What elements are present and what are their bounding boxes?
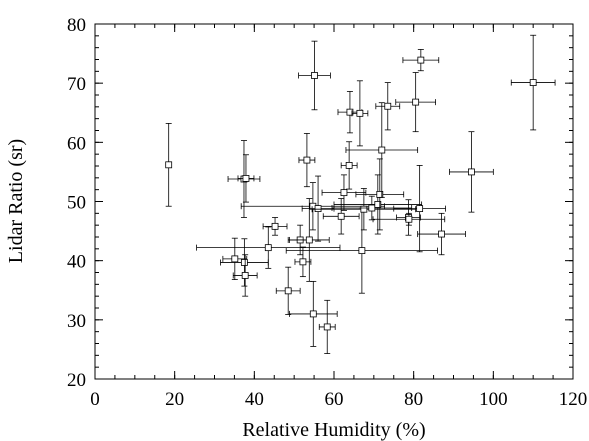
square-marker (284, 287, 292, 295)
y-axis-label: Lidar Ratio (sr) (5, 139, 27, 263)
square-marker (356, 109, 364, 117)
x-tick-label: 20 (165, 389, 184, 410)
y-tick-label: 50 (67, 193, 86, 214)
square-marker (405, 215, 413, 223)
x-tick-label: 40 (245, 389, 264, 410)
y-tick-label: 70 (67, 74, 86, 95)
square-marker (264, 244, 272, 252)
square-marker (271, 222, 279, 230)
square-marker (241, 272, 249, 279)
data-point (311, 188, 417, 231)
data-point (322, 198, 360, 235)
y-tick-label: 60 (67, 133, 86, 154)
y-tick-label: 30 (67, 311, 86, 332)
data-point (237, 154, 255, 203)
square-marker (231, 255, 239, 263)
data-point (285, 207, 438, 294)
data-point (393, 165, 446, 253)
data-point (449, 131, 494, 213)
data-points (165, 34, 556, 354)
data-point (510, 34, 556, 131)
square-marker (309, 310, 317, 318)
square-marker (311, 72, 318, 79)
square-marker (417, 56, 425, 64)
square-marker (378, 146, 386, 154)
data-point (165, 123, 173, 207)
x-tick-labels: 0 20 40 60 80 100 120 (90, 389, 587, 410)
data-point (331, 195, 413, 221)
data-point (395, 72, 436, 133)
square-marker (374, 201, 382, 208)
data-point (345, 102, 419, 198)
y-tick-labels: 20 30 40 50 60 70 80 (67, 15, 86, 391)
x-tick-label: 100 (479, 389, 508, 410)
data-point (301, 175, 335, 242)
square-marker (303, 156, 311, 164)
y-tick-label: 80 (67, 15, 86, 36)
data-point (294, 246, 312, 278)
data-point (318, 299, 336, 354)
square-marker (340, 189, 348, 197)
square-marker (416, 205, 424, 213)
data-point (375, 82, 401, 131)
data-point (417, 212, 466, 256)
square-marker (358, 247, 366, 255)
data-point (220, 238, 269, 287)
data-point (298, 40, 331, 111)
square-marker (384, 102, 392, 110)
y-tick-label: 20 (67, 370, 86, 391)
square-marker (468, 168, 475, 176)
square-marker (345, 162, 353, 169)
data-point (288, 198, 330, 282)
data-point (298, 133, 316, 188)
square-marker (314, 205, 322, 213)
data-point (288, 280, 338, 347)
y-tick-label: 40 (67, 252, 86, 273)
square-marker (368, 204, 376, 212)
square-marker (529, 79, 537, 86)
data-point (402, 49, 440, 72)
square-marker (323, 323, 331, 331)
data-point (372, 212, 446, 226)
square-marker (240, 259, 248, 266)
data-point (321, 174, 367, 211)
square-marker (412, 98, 420, 106)
x-axis-label: Relative Humidity (%) (242, 419, 425, 441)
x-tick-label: 120 (559, 389, 588, 410)
data-point (351, 80, 369, 147)
data-point (355, 158, 405, 231)
data-point (232, 254, 258, 297)
square-marker (165, 161, 173, 169)
x-tick-label: 0 (90, 389, 100, 410)
square-marker (305, 236, 313, 244)
data-point (275, 266, 301, 315)
square-marker (438, 230, 445, 238)
square-marker (346, 108, 354, 116)
x-tick-label: 80 (404, 389, 423, 410)
data-point (262, 217, 288, 236)
square-marker (242, 175, 250, 182)
axis-ticks (94, 23, 574, 380)
square-marker (337, 212, 345, 220)
square-marker (299, 258, 307, 266)
x-tick-label: 60 (325, 389, 344, 410)
data-point (196, 226, 341, 269)
square-marker (360, 205, 368, 213)
